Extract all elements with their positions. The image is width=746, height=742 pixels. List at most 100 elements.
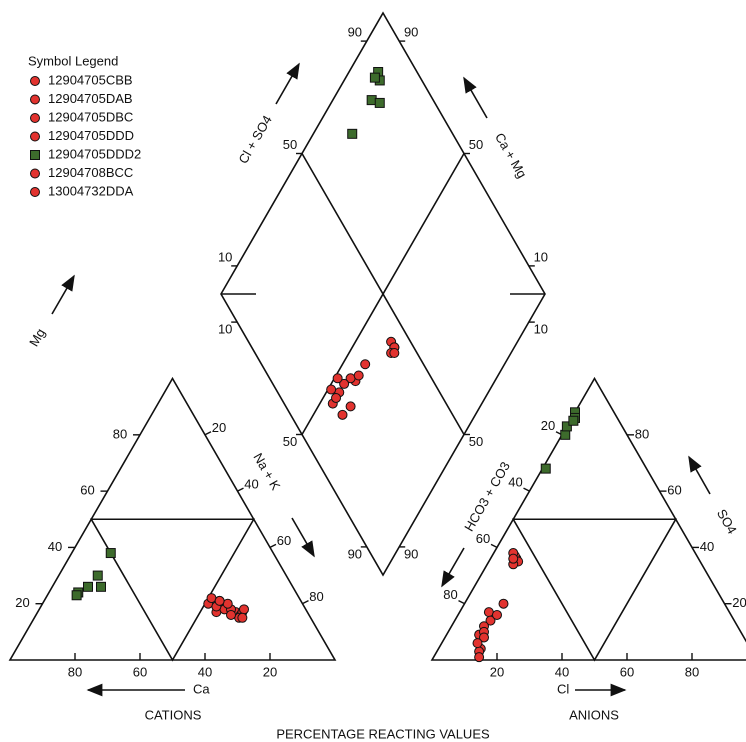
anion-point [485, 615, 496, 626]
tick-label: 60 [620, 664, 634, 679]
tick-label: 90 [404, 546, 418, 561]
tick-label: 20 [732, 595, 746, 610]
anion-point [508, 553, 519, 564]
arrow [688, 455, 711, 495]
tick-label: 80 [685, 664, 699, 679]
tick-label: 40 [700, 539, 714, 554]
legend-marker [30, 187, 40, 197]
tick-label: 80 [443, 587, 457, 602]
legend-marker [30, 131, 40, 142]
legend-label: 12904705CBB [48, 72, 133, 87]
diamond-point [345, 401, 356, 412]
tick-label: 50 [469, 137, 483, 152]
tick-label: 40 [198, 664, 212, 679]
cation-point [239, 604, 249, 615]
cation-point [96, 581, 106, 592]
anion-point [492, 609, 502, 620]
arrow [275, 62, 300, 105]
tick-label: 80 [635, 426, 649, 441]
legend-marker [30, 113, 40, 123]
anion-point [474, 652, 485, 663]
footer: PERCENTAGE REACTING VALUES [276, 726, 490, 741]
arrow [291, 517, 315, 558]
tick-mark [490, 543, 498, 549]
legend-label: 12904708BCC [48, 165, 133, 180]
tick-label: 60 [80, 483, 94, 498]
tick-label: 50 [469, 434, 483, 449]
diamond-point [331, 392, 342, 403]
legend-label: 12904705DDD2 [48, 146, 141, 161]
arrow [463, 76, 488, 119]
anion-point [568, 415, 579, 426]
legend-label: 12904705DBC [48, 109, 133, 124]
cation-point [105, 548, 116, 559]
legend-marker [30, 168, 40, 179]
axis-label: Mg [26, 326, 48, 349]
anion-inner [511, 518, 678, 662]
anion-point [561, 421, 572, 432]
legend-label: 12904705DDD [48, 128, 134, 143]
diamond-point [374, 97, 385, 108]
cation-point [71, 590, 82, 601]
tick-label: 80 [68, 664, 82, 679]
tick-mark [269, 543, 277, 549]
diamond-point [337, 409, 348, 420]
tick-mark [458, 600, 465, 605]
legend-marker [30, 94, 40, 105]
tick-label: 40 [508, 475, 522, 490]
tick-label: 80 [309, 589, 323, 604]
tick-label: 20 [15, 595, 29, 610]
cation-point [226, 609, 236, 620]
tick-label: 20 [263, 664, 277, 679]
cation-point [214, 595, 225, 606]
diamond-point [347, 128, 358, 139]
axis-label: Cl + SO4 [235, 113, 275, 166]
axis-label: Ca [193, 681, 210, 696]
tick-label: 90 [348, 25, 362, 40]
tick-label: 90 [348, 546, 362, 561]
tick-label: 60 [476, 531, 490, 546]
diamond-point [332, 373, 343, 384]
diamond-point [353, 370, 364, 381]
anion-point [479, 632, 489, 643]
tick-label: 10 [534, 322, 548, 337]
tick-label: 60 [277, 533, 291, 548]
arrow [51, 274, 75, 315]
tick-label: 80 [113, 426, 127, 441]
cation-point [237, 612, 248, 623]
tick-label: 40 [244, 477, 258, 492]
tick-label: 10 [534, 249, 548, 264]
cation-point [92, 570, 103, 581]
cation-inner [89, 518, 256, 662]
axis-label: SO4 [714, 506, 740, 536]
anion-point [472, 638, 483, 649]
legend-marker [30, 76, 40, 86]
anion-point [540, 463, 551, 474]
tick-label: 50 [283, 137, 297, 152]
tick-label: 50 [283, 434, 297, 449]
axis-label: Ca + Mg [492, 130, 530, 180]
diamond-point [389, 348, 400, 359]
legend-marker [30, 150, 40, 160]
axis-label: ANIONS [569, 707, 619, 722]
tick-label: 60 [667, 483, 681, 498]
tick-mark [523, 487, 530, 492]
legend-label: 13004732DDA [48, 183, 134, 198]
tick-label: 40 [48, 539, 62, 554]
tick-mark [302, 600, 309, 605]
tick-label: 20 [490, 664, 504, 679]
anion-point [498, 598, 509, 609]
tick-mark [204, 431, 212, 436]
tick-mark [237, 487, 244, 492]
tick-label: 10 [218, 322, 232, 337]
tick-label: 20 [212, 420, 226, 435]
tick-label: 90 [404, 25, 418, 40]
frames [8, 11, 746, 662]
tick-label: 20 [541, 418, 555, 433]
axis-label: Cl [557, 681, 569, 696]
tick-label: 40 [555, 664, 569, 679]
legend-label: 12904705DAB [48, 91, 133, 106]
diamond-point [326, 384, 337, 395]
